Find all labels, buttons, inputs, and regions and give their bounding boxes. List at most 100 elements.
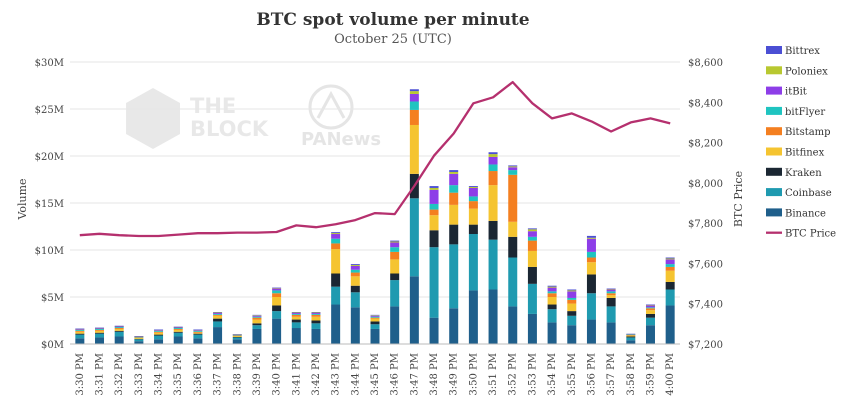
x-tick-label: 3:49 PM bbox=[449, 353, 460, 396]
bar-coinbase bbox=[665, 289, 675, 306]
y-tick-label: $5M bbox=[41, 293, 64, 304]
bar-bitflyer bbox=[134, 336, 144, 338]
bar-stack bbox=[586, 235, 596, 344]
bar-bitfinex bbox=[232, 336, 242, 337]
bar-coinbase bbox=[95, 333, 105, 338]
bar-coinbase bbox=[173, 332, 183, 337]
bar-binance bbox=[232, 339, 242, 344]
legend: Bittrex Poloniex itBit bitFlyer Bitstamp Bitf… bbox=[766, 46, 836, 240]
y-tick-label: $25M bbox=[35, 105, 64, 116]
bar-bitfinex bbox=[154, 332, 164, 335]
bar-bitfinex bbox=[665, 270, 675, 282]
bar-bitflyer bbox=[173, 328, 183, 329]
bar-coinbase bbox=[311, 323, 321, 329]
bar-itbit bbox=[75, 328, 85, 330]
bar-itbit bbox=[193, 329, 203, 331]
bar-bittrex bbox=[272, 287, 282, 289]
legend-item: itBit bbox=[766, 86, 807, 98]
bar-itbit bbox=[272, 288, 282, 291]
bar-bitflyer bbox=[370, 316, 380, 318]
bar-poloniex bbox=[252, 315, 262, 316]
bar-bitfinex bbox=[567, 303, 577, 312]
bar-poloniex bbox=[350, 265, 360, 266]
bar-bitflyer bbox=[232, 335, 242, 336]
bar-binance bbox=[173, 336, 183, 344]
x-tick-label: 3:47 PM bbox=[409, 353, 420, 396]
bar-itbit bbox=[547, 287, 557, 292]
y-tick-label: $20M bbox=[35, 152, 64, 163]
bar-stack bbox=[390, 240, 400, 344]
bar-bittrex bbox=[213, 312, 223, 313]
bar-binance bbox=[665, 305, 675, 344]
y-axis-label: Volume bbox=[16, 178, 29, 220]
bar-bittrex bbox=[114, 325, 124, 327]
bar-binance bbox=[547, 322, 557, 344]
watermark-panews-text: PANews bbox=[301, 129, 381, 150]
bar-stack bbox=[606, 288, 616, 344]
bar-binance bbox=[114, 336, 124, 344]
bar-itbit bbox=[665, 259, 675, 265]
bar-itbit bbox=[508, 167, 518, 171]
bar-stack bbox=[213, 312, 223, 344]
bar-kraken bbox=[291, 319, 301, 323]
bar-poloniex bbox=[429, 187, 439, 190]
bar-binance bbox=[331, 304, 341, 344]
x-tick-label: 3:43 PM bbox=[331, 353, 342, 396]
bar-bittrex bbox=[449, 170, 459, 172]
y2-tick-label: $8,200 bbox=[688, 139, 723, 150]
bar-binance bbox=[311, 328, 321, 344]
bar-bitstamp bbox=[527, 240, 537, 251]
bar-bittrex bbox=[154, 329, 164, 331]
legend-swatch bbox=[766, 208, 782, 217]
bar-bitflyer bbox=[213, 313, 223, 315]
bar-bitfinex bbox=[626, 335, 636, 337]
bar-stack bbox=[232, 334, 242, 344]
bar-bitflyer bbox=[626, 334, 636, 336]
bar-bitflyer bbox=[154, 330, 164, 332]
y2-tick-label: $7,800 bbox=[688, 219, 723, 230]
legend-item: Bitfinex bbox=[766, 147, 825, 159]
bar-bitflyer bbox=[586, 251, 596, 258]
bar-binance bbox=[272, 318, 282, 344]
bar-binance bbox=[370, 328, 380, 344]
bar-bittrex bbox=[409, 89, 419, 92]
bar-bitflyer bbox=[114, 327, 124, 329]
bar-kraken bbox=[134, 338, 144, 340]
x-tick-label: 3:33 PM bbox=[134, 353, 145, 396]
bar-coinbase bbox=[193, 334, 203, 339]
y2-tick-label: $7,400 bbox=[688, 300, 723, 311]
x-tick-label: 3:35 PM bbox=[173, 353, 184, 396]
bar-bitstamp bbox=[291, 314, 301, 317]
bar-coinbase bbox=[232, 337, 242, 340]
bar-binance bbox=[291, 328, 301, 344]
bar-bittrex bbox=[468, 186, 478, 188]
bar-bitflyer bbox=[488, 164, 498, 172]
bar-bittrex bbox=[626, 333, 636, 335]
bar-stack bbox=[488, 152, 498, 344]
y2-tick-label: $8,600 bbox=[688, 58, 723, 69]
bar-poloniex bbox=[291, 312, 301, 314]
bar-kraken bbox=[331, 273, 341, 287]
bar-coinbase bbox=[272, 311, 282, 319]
bar-bitstamp bbox=[409, 109, 419, 125]
bar-poloniex bbox=[547, 286, 557, 288]
bar-stack bbox=[272, 287, 282, 344]
bar-coinbase bbox=[468, 234, 478, 291]
x-tick-label: 3:41 PM bbox=[291, 353, 302, 396]
bar-bitstamp bbox=[665, 266, 675, 271]
bar-binance bbox=[468, 290, 478, 344]
legend-label: Binance bbox=[785, 208, 826, 219]
bar-itbit bbox=[468, 187, 478, 197]
legend-label: Poloniex bbox=[785, 66, 828, 77]
bar-bitfinex bbox=[213, 315, 223, 319]
bar-itbit bbox=[586, 238, 596, 252]
bar-bittrex bbox=[291, 312, 301, 313]
bar-bittrex bbox=[173, 326, 183, 328]
legend-label: BTC Price bbox=[785, 229, 836, 240]
y-tick-label: $15M bbox=[35, 199, 64, 210]
bar-bittrex bbox=[350, 264, 360, 266]
bar-bittrex bbox=[134, 336, 144, 337]
bar-bitfinex bbox=[173, 329, 183, 332]
bar-bittrex bbox=[527, 228, 537, 230]
bar-coinbase bbox=[114, 331, 124, 337]
